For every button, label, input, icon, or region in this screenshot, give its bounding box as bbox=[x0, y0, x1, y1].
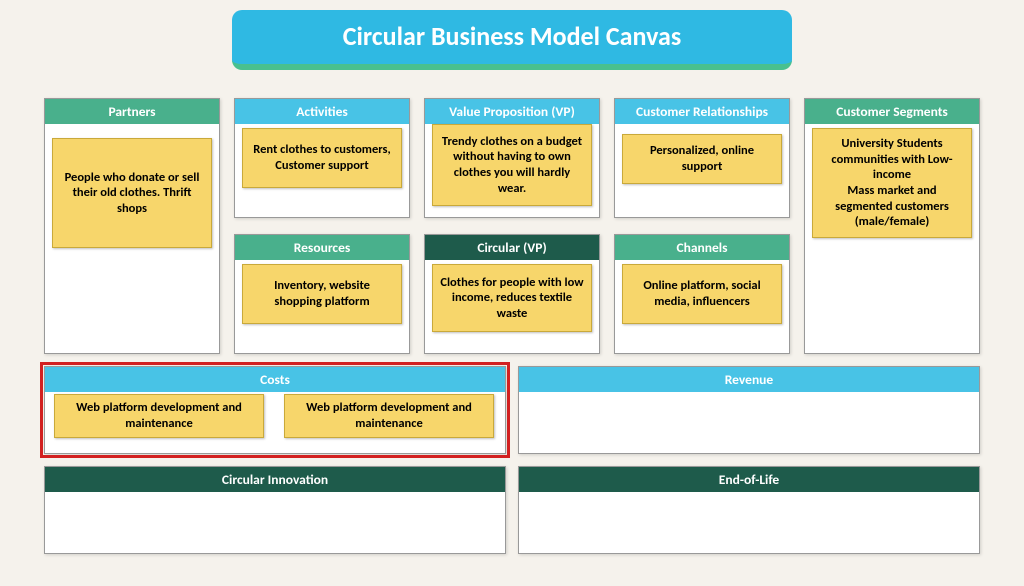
cell-header-activities: Activities bbox=[235, 99, 409, 124]
page-title: Circular Business Model Canvas bbox=[343, 20, 681, 52]
note-costs_note2: Web platform development and maintenance bbox=[284, 394, 494, 438]
cell-header-circular_vp: Circular (VP) bbox=[425, 235, 599, 260]
note-channels_note: Online platform, social media, influence… bbox=[622, 264, 782, 324]
cell-header-costs: Costs bbox=[45, 367, 505, 392]
cell-eol: End-of-Life bbox=[518, 466, 980, 554]
cell-header-vp: Value Proposition (VP) bbox=[425, 99, 599, 124]
title-banner: Circular Business Model Canvas bbox=[232, 10, 792, 70]
cell-header-channels: Channels bbox=[615, 235, 789, 260]
note-activities_note: Rent clothes to customers, Customer supp… bbox=[242, 128, 402, 188]
cell-header-partners: Partners bbox=[45, 99, 219, 124]
note-custrel_note: Personalized, online support bbox=[622, 134, 782, 184]
cell-header-innovation: Circular Innovation bbox=[45, 467, 505, 492]
note-segments_note: University Students communities with Low… bbox=[812, 128, 972, 238]
cell-header-eol: End-of-Life bbox=[519, 467, 979, 492]
note-vp_note: Trendy clothes on a budget without havin… bbox=[432, 124, 592, 206]
cell-header-segments: Customer Segments bbox=[805, 99, 979, 124]
note-partners_note: People who donate or sell their old clot… bbox=[52, 138, 212, 248]
cell-header-revenue: Revenue bbox=[519, 367, 979, 392]
cell-header-resources: Resources bbox=[235, 235, 409, 260]
note-circular_note: Clothes for people with low income, redu… bbox=[432, 264, 592, 332]
cell-innovation: Circular Innovation bbox=[44, 466, 506, 554]
cell-revenue: Revenue bbox=[518, 366, 980, 454]
note-resources_note: Inventory, website shopping platform bbox=[242, 264, 402, 324]
cell-header-cust_rel: Customer Relationships bbox=[615, 99, 789, 124]
note-costs_note1: Web platform development and maintenance bbox=[54, 394, 264, 438]
